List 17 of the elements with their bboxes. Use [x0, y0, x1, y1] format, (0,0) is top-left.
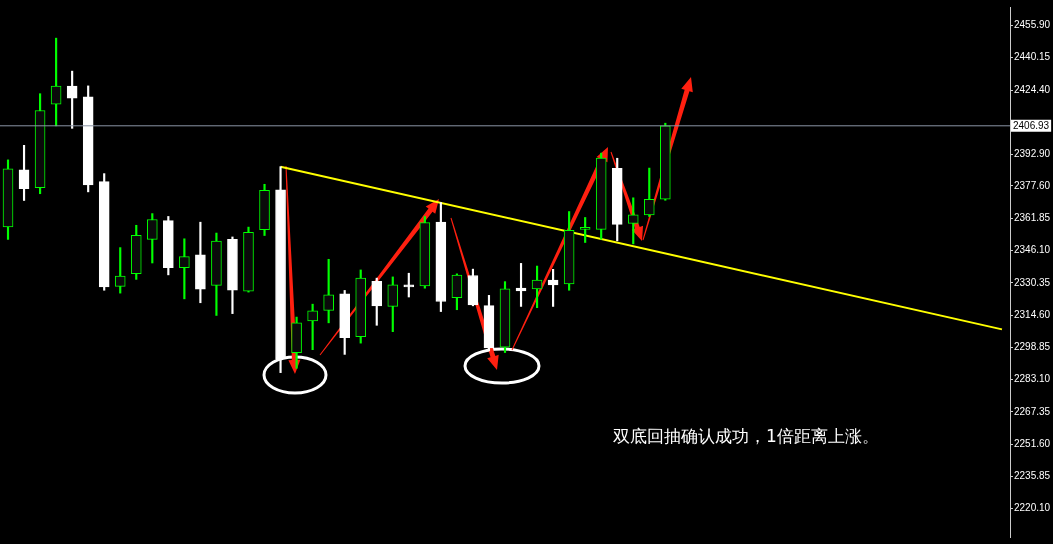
- y-tick-label: 2440.15: [1014, 51, 1051, 63]
- y-tick-label: 2346.10: [1014, 244, 1051, 256]
- y-tick-label: 2314.60: [1014, 308, 1051, 320]
- y-tick-label: 2251.60: [1014, 437, 1051, 449]
- y-tick-label: 2235.85: [1014, 470, 1051, 482]
- y-tick-label: 2392.90: [1014, 148, 1051, 160]
- y-tick-label: 2330.35: [1014, 276, 1051, 288]
- y-tick-label: 2424.40: [1014, 83, 1051, 95]
- y-tick-label: 2220.10: [1014, 502, 1051, 514]
- y-tick-label: 2283.10: [1014, 373, 1051, 385]
- y-tick-label: 2455.90: [1014, 19, 1051, 31]
- ref-line-label: 2406.93: [1013, 119, 1050, 131]
- y-tick-label: 2298.85: [1014, 341, 1051, 353]
- y-tick-label: 2267.35: [1014, 405, 1051, 417]
- y-tick-label: 2377.60: [1014, 179, 1051, 191]
- y-tick-label: 2361.85: [1014, 211, 1051, 223]
- annotation: 双底回抽确认成功，1倍距离上涨。: [613, 425, 879, 448]
